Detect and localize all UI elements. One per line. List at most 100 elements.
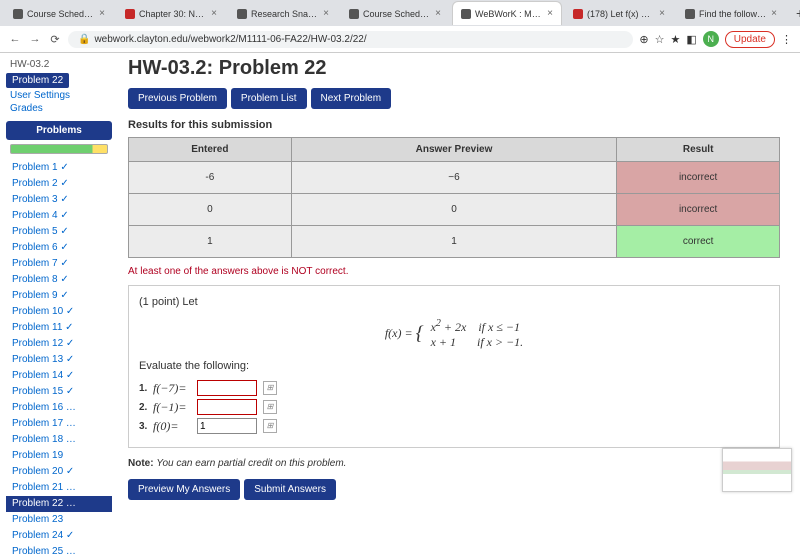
problem-list-item[interactable]: Problem 13 ✓ [6, 352, 112, 368]
answer-label: f(−7)= [153, 381, 197, 396]
progress-bar [10, 144, 108, 154]
problem-list-item[interactable]: Problem 11 ✓ [6, 320, 112, 336]
cell-entered: 1 [129, 226, 292, 258]
breadcrumb-hw[interactable]: HW-03.2 [6, 57, 112, 72]
problem-list-item[interactable]: Problem 14 ✓ [6, 368, 112, 384]
nav-button-row: Previous Problem Problem List Next Probl… [128, 88, 780, 109]
warning-text: At least one of the answers above is NOT… [128, 266, 780, 277]
tab-3[interactable]: Course Schedule - P × [340, 1, 450, 25]
tab-6[interactable]: Find the following va × [676, 1, 786, 25]
problem-statement: (1 point) Let f(x) = { x2 + 2x if x ≤ −1… [128, 285, 780, 448]
cell-result: incorrect [617, 194, 780, 226]
url-input[interactable]: 🔒webwork.clayton.edu/webwork2/M1111-06-F… [68, 31, 633, 48]
tab-title: Course Schedule - P [363, 9, 431, 19]
problem-list-item[interactable]: Problem 8 ✓ [6, 272, 112, 288]
tab-4-active[interactable]: WeBWorK : M1111-06× [452, 1, 562, 25]
favicon-icon [461, 9, 471, 19]
problem-list-item[interactable]: Problem 10 ✓ [6, 304, 112, 320]
tab-5[interactable]: (178) Let f(x) = ((x^2 × [564, 1, 674, 25]
problem-list-item[interactable]: Problem 12 ✓ [6, 336, 112, 352]
share-icon[interactable]: ⊕ [639, 33, 648, 46]
problem-list-button[interactable]: Problem List [231, 88, 307, 109]
equation-editor-icon[interactable]: ⊞ [263, 419, 277, 433]
equation-editor-icon[interactable]: ⊞ [263, 381, 277, 395]
next-problem-button[interactable]: Next Problem [311, 88, 392, 109]
pip-thumbnail[interactable] [722, 448, 792, 492]
answer-row: 3.f(0)=⊞ [139, 418, 769, 434]
col-entered: Entered [129, 138, 292, 162]
close-icon[interactable]: × [435, 8, 441, 19]
answer-row: 1.f(−7)=⊞ [139, 380, 769, 396]
problem-list-item[interactable]: Problem 15 ✓ [6, 384, 112, 400]
tab-1[interactable]: Chapter 30: National× [116, 1, 226, 25]
back-icon[interactable]: ← [8, 32, 22, 46]
equation-editor-icon[interactable]: ⊞ [263, 400, 277, 414]
forward-icon[interactable]: → [28, 32, 42, 46]
answer-input[interactable] [197, 399, 257, 415]
problem-list-item[interactable]: Problem 6 ✓ [6, 240, 112, 256]
problem-list-item[interactable]: Problem 3 ✓ [6, 192, 112, 208]
avatar[interactable]: N [703, 31, 719, 47]
problem-list-item[interactable]: Problem 2 ✓ [6, 176, 112, 192]
problem-list-item[interactable]: Problem 21 … [6, 480, 112, 496]
results-heading: Results for this submission [128, 119, 780, 131]
tabs-bar: Course Schedule - E× Chapter 30: Nationa… [0, 0, 800, 26]
answer-input[interactable] [197, 380, 257, 396]
problem-list-item[interactable]: Problem 20 ✓ [6, 464, 112, 480]
close-icon[interactable]: × [211, 8, 217, 19]
close-icon[interactable]: × [659, 8, 665, 19]
menu-icon[interactable]: ⋮ [781, 33, 792, 46]
problem-list-item[interactable]: Problem 7 ✓ [6, 256, 112, 272]
favicon-icon [237, 9, 247, 19]
problem-list-item[interactable]: Problem 22 … [6, 496, 112, 512]
problem-list-item[interactable]: Problem 4 ✓ [6, 208, 112, 224]
problem-list-item[interactable]: Problem 16 … [6, 400, 112, 416]
close-icon[interactable]: × [771, 8, 777, 19]
new-tab-button[interactable]: + [788, 5, 800, 21]
address-bar: ← → ⟳ 🔒webwork.clayton.edu/webwork2/M111… [0, 26, 800, 52]
col-result: Result [617, 138, 780, 162]
answer-input[interactable] [197, 418, 257, 434]
tab-2[interactable]: Research Snapshot:× [228, 1, 338, 25]
answer-label: f(0)= [153, 419, 197, 434]
url-text: webwork.clayton.edu/webwork2/M1111-06-FA… [94, 34, 366, 45]
problem-list-item[interactable]: Problem 25 … [6, 544, 112, 560]
submit-row: Preview My Answers Submit Answers [128, 479, 780, 500]
problem-list-item[interactable]: Problem 1 ✓ [6, 160, 112, 176]
favicon-icon [13, 9, 23, 19]
results-table: Entered Answer Preview Result -6−6incorr… [128, 137, 780, 258]
problem-list-item[interactable]: Problem 5 ✓ [6, 224, 112, 240]
problem-list-item[interactable]: Problem 19 [6, 448, 112, 464]
cell-entered: -6 [129, 162, 292, 194]
note-text: You can earn partial credit on this prob… [156, 458, 346, 469]
reload-icon[interactable]: ⟳ [48, 32, 62, 46]
close-icon[interactable]: × [323, 8, 329, 19]
update-button[interactable]: Update [725, 31, 775, 48]
problem-list-item[interactable]: Problem 17 … [6, 416, 112, 432]
submit-answers-button[interactable]: Submit Answers [244, 479, 336, 500]
user-settings-link[interactable]: User Settings [6, 89, 112, 102]
tab-0[interactable]: Course Schedule - E× [4, 1, 114, 25]
grades-link[interactable]: Grades [6, 102, 112, 115]
problem-list-item[interactable]: Problem 9 ✓ [6, 288, 112, 304]
note-bold: Note: [128, 458, 154, 469]
close-icon[interactable]: × [99, 8, 105, 19]
previous-problem-button[interactable]: Previous Problem [128, 88, 227, 109]
preview-answers-button[interactable]: Preview My Answers [128, 479, 240, 500]
page-title: HW-03.2: Problem 22 [128, 57, 780, 80]
tab-title: (178) Let f(x) = ((x^2 [587, 9, 655, 19]
sidebar: HW-03.2 Problem 22 User Settings Grades … [0, 53, 118, 501]
breadcrumb-problem[interactable]: Problem 22 [6, 73, 69, 88]
problem-list-item[interactable]: Problem 18 … [6, 432, 112, 448]
cast-icon[interactable]: ◧ [686, 33, 696, 46]
page-body: HW-03.2 Problem 22 User Settings Grades … [0, 53, 800, 501]
favicon-icon [573, 9, 583, 19]
note: Note: You can earn partial credit on thi… [128, 458, 780, 469]
star-icon[interactable]: ☆ [655, 33, 665, 46]
puzzle-icon[interactable]: ★ [670, 33, 680, 46]
problem-list-item[interactable]: Problem 23 [6, 512, 112, 528]
answer-label: f(−1)= [153, 400, 197, 415]
tab-title: Find the following va [699, 9, 767, 19]
close-icon[interactable]: × [547, 8, 553, 19]
problem-list-item[interactable]: Problem 24 ✓ [6, 528, 112, 544]
